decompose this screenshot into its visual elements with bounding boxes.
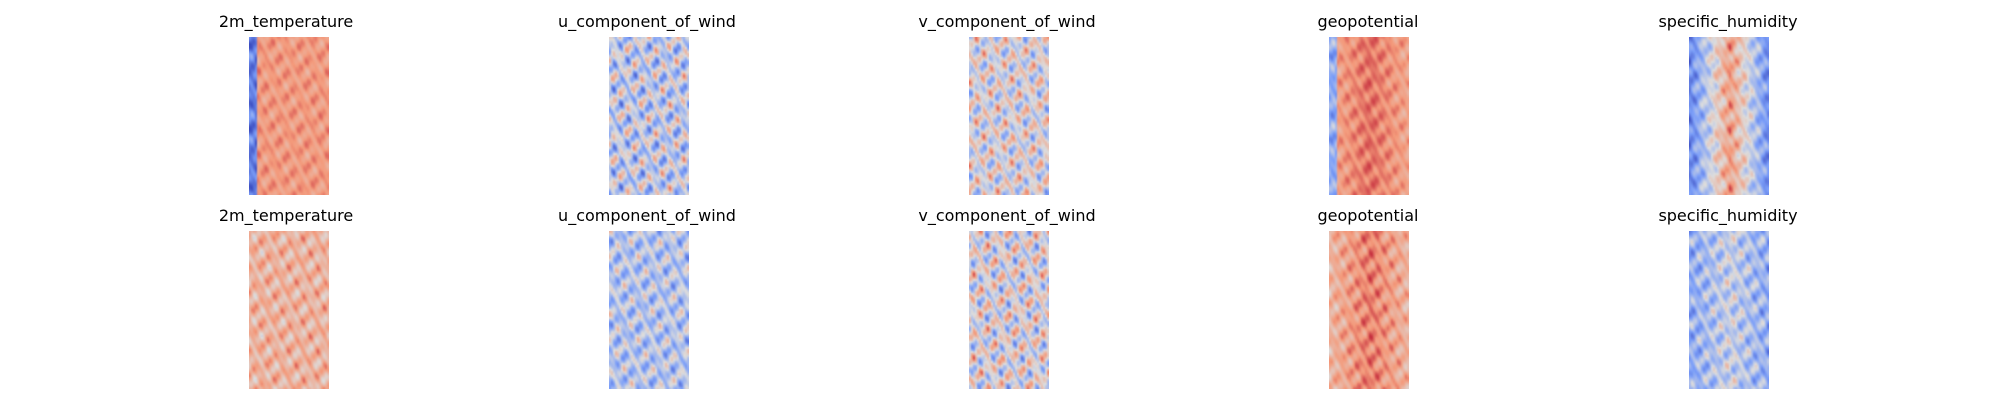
heatmap-specific-humidity [1689, 231, 1769, 389]
panel-title: 2m_temperature [218, 12, 354, 31]
panel-title: 2m_temperature [218, 206, 354, 225]
heatmap-specific-humidity [1689, 37, 1769, 195]
heatmap-geopotential [1329, 37, 1409, 195]
heatmap-u-component-of-wind [609, 37, 689, 195]
panel-title: v_component_of_wind [918, 12, 1096, 31]
heatmap-v-component-of-wind [969, 231, 1049, 389]
panel-title: u_component_of_wind [558, 12, 736, 31]
heatmap-geopotential [1329, 231, 1409, 389]
panel-title: specific_humidity [1658, 206, 1798, 225]
panel-title: specific_humidity [1658, 12, 1798, 31]
heatmap-2m-temperature [249, 37, 329, 195]
panel-title: v_component_of_wind [918, 206, 1096, 225]
heatmap-u-component-of-wind [609, 231, 689, 389]
heatmap-2m-temperature [249, 231, 329, 389]
panel-title: geopotential [1317, 206, 1419, 225]
panel-title: u_component_of_wind [558, 206, 736, 225]
heatmap-v-component-of-wind [969, 37, 1049, 195]
panel-title: geopotential [1317, 12, 1419, 31]
